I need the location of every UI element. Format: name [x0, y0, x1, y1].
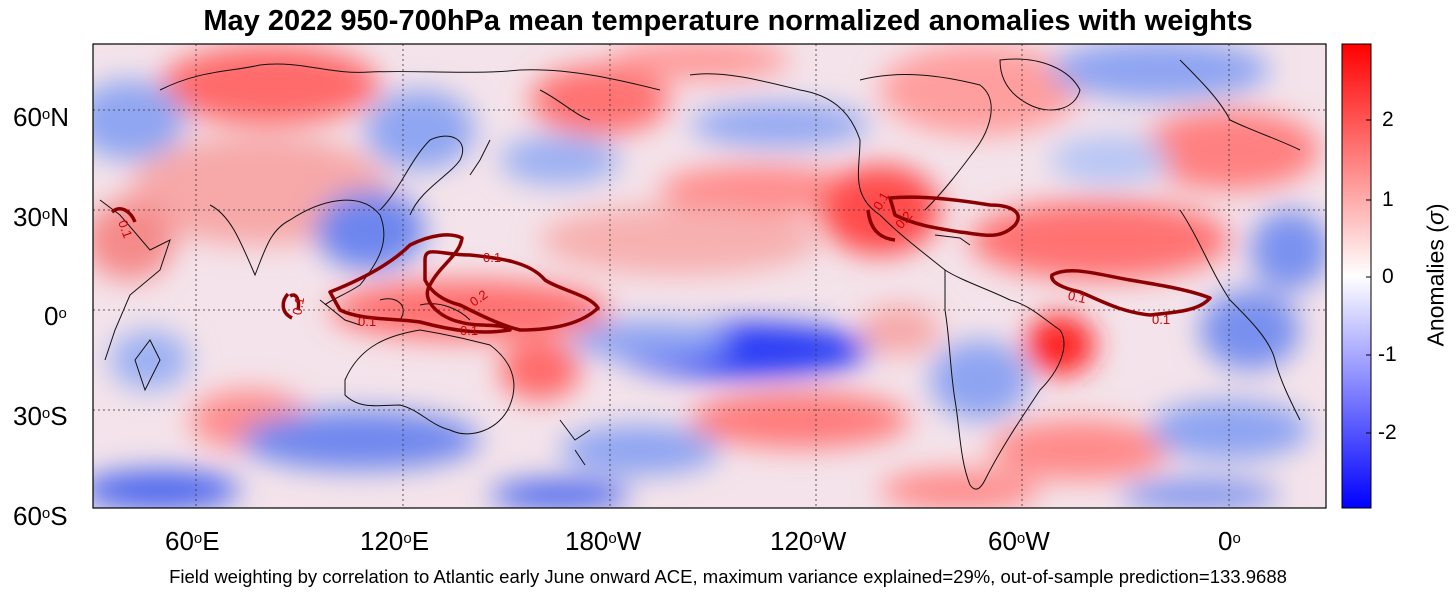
- contour-label: 0.1: [289, 296, 307, 316]
- colorbar-tick: -2: [1378, 421, 1397, 444]
- contour-label: 0.1: [1152, 312, 1170, 327]
- contour-label: 0.1: [460, 323, 478, 338]
- contour-label: 0.1: [115, 218, 135, 240]
- lon-tick-0: 0o: [1218, 526, 1241, 556]
- gridlines: [93, 44, 1326, 508]
- colorbar: [1341, 43, 1372, 509]
- colorbar-tick: -1: [1378, 343, 1397, 366]
- lat-tick-0: 0o: [44, 301, 67, 331]
- lon-tick-60w: 60oW: [988, 526, 1050, 556]
- coastlines: [99, 58, 1301, 490]
- lat-tick-30s: 30oS: [13, 401, 68, 431]
- lon-tick-120w: 120oW: [770, 526, 847, 556]
- footer-caption: Field weighting by correlation to Atlant…: [169, 566, 1287, 587]
- anomaly-field: [93, 44, 1326, 508]
- lat-tick-60s: 60oS: [13, 501, 68, 531]
- contour-labels: 0.1 0.1 0.1 0.1 0.2 0.1 0.2 0.1 0.1 0.1: [115, 189, 1170, 338]
- map-title: May 2022 950-700hPa mean temperature nor…: [203, 5, 1253, 37]
- contour-label: 0.1: [1067, 288, 1088, 306]
- lon-tick-180w: 180oW: [565, 526, 642, 556]
- lon-tick-120e: 120oE: [360, 526, 430, 556]
- colorbar-label: Anomalies (σ): [1422, 203, 1449, 347]
- colorbar-tick: 1: [1382, 188, 1394, 211]
- colorbar-tick: 0: [1382, 265, 1394, 288]
- plot-frame: [92, 43, 1327, 509]
- lat-tick-60n: 60oN: [13, 102, 70, 132]
- contour-label: 0.1: [483, 250, 501, 265]
- lon-tick-60e: 60oE: [165, 526, 220, 556]
- weight-contours: [110, 195, 1212, 334]
- contour-label: 0.1: [358, 314, 376, 329]
- colorbar-tick: 2: [1382, 108, 1394, 131]
- lat-tick-30n: 30oN: [13, 202, 70, 232]
